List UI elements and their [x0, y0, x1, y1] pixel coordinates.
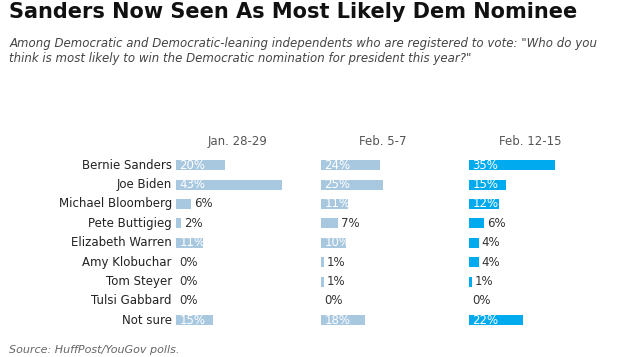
Text: Pete Buttigieg: Pete Buttigieg	[88, 217, 172, 230]
Text: 1%: 1%	[326, 275, 345, 288]
Text: 22%: 22%	[473, 314, 499, 327]
Text: 0%: 0%	[179, 256, 197, 269]
Text: 43%: 43%	[179, 178, 205, 191]
Bar	[469, 160, 555, 170]
Text: 10%: 10%	[324, 236, 350, 249]
Bar	[176, 180, 282, 190]
Text: Jan. 28-29: Jan. 28-29	[208, 135, 268, 148]
Text: 0%: 0%	[179, 295, 197, 307]
Text: 4%: 4%	[482, 236, 501, 249]
Bar	[176, 315, 213, 326]
Text: Source: HuffPost/YouGov polls.: Source: HuffPost/YouGov polls.	[9, 345, 180, 355]
Text: 1%: 1%	[475, 275, 493, 288]
Bar	[321, 180, 383, 190]
Bar	[321, 218, 339, 228]
Bar	[469, 277, 472, 287]
Text: 0%: 0%	[179, 275, 197, 288]
Text: Michael Bloomberg: Michael Bloomberg	[59, 197, 172, 211]
Text: Not sure: Not sure	[122, 314, 172, 327]
Bar	[469, 218, 484, 228]
Bar	[176, 160, 225, 170]
Bar	[321, 238, 346, 248]
Text: 12%: 12%	[473, 197, 499, 211]
Bar	[321, 199, 349, 209]
Text: 2%: 2%	[184, 217, 203, 230]
Bar	[321, 277, 324, 287]
Text: Sanders Now Seen As Most Likely Dem Nominee: Sanders Now Seen As Most Likely Dem Nomi…	[9, 2, 577, 22]
Bar	[469, 257, 479, 267]
Text: 11%: 11%	[179, 236, 206, 249]
Text: 15%: 15%	[473, 178, 499, 191]
Bar	[469, 238, 479, 248]
Bar	[469, 180, 506, 190]
Text: 1%: 1%	[326, 256, 345, 269]
Text: 18%: 18%	[324, 314, 350, 327]
Text: Amy Klobuchar: Amy Klobuchar	[82, 256, 172, 269]
Bar	[321, 315, 365, 326]
Text: Tom Steyer: Tom Steyer	[106, 275, 172, 288]
Text: 35%: 35%	[473, 159, 498, 172]
Text: 11%: 11%	[324, 197, 351, 211]
Text: Joe Biden: Joe Biden	[117, 178, 172, 191]
Bar	[176, 218, 181, 228]
Text: 4%: 4%	[482, 256, 501, 269]
Bar	[176, 199, 191, 209]
Text: Bernie Sanders: Bernie Sanders	[82, 159, 172, 172]
Text: Elizabeth Warren: Elizabeth Warren	[71, 236, 172, 249]
Text: 6%: 6%	[487, 217, 506, 230]
Bar	[321, 257, 324, 267]
Text: 24%: 24%	[324, 159, 351, 172]
Bar	[469, 199, 499, 209]
Text: 6%: 6%	[193, 197, 212, 211]
Text: 0%: 0%	[472, 295, 491, 307]
Text: 25%: 25%	[324, 178, 350, 191]
Bar	[469, 315, 523, 326]
Bar	[321, 160, 380, 170]
Text: 20%: 20%	[179, 159, 205, 172]
Text: 15%: 15%	[179, 314, 205, 327]
Text: 0%: 0%	[324, 295, 342, 307]
Text: Tulsi Gabbard: Tulsi Gabbard	[91, 295, 172, 307]
Bar	[176, 238, 203, 248]
Text: Feb. 5-7: Feb. 5-7	[359, 135, 407, 148]
Text: 7%: 7%	[341, 217, 360, 230]
Text: Among Democratic and Democratic-leaning independents who are registered to vote:: Among Democratic and Democratic-leaning …	[9, 37, 597, 65]
Text: Feb. 12-15: Feb. 12-15	[499, 135, 562, 148]
